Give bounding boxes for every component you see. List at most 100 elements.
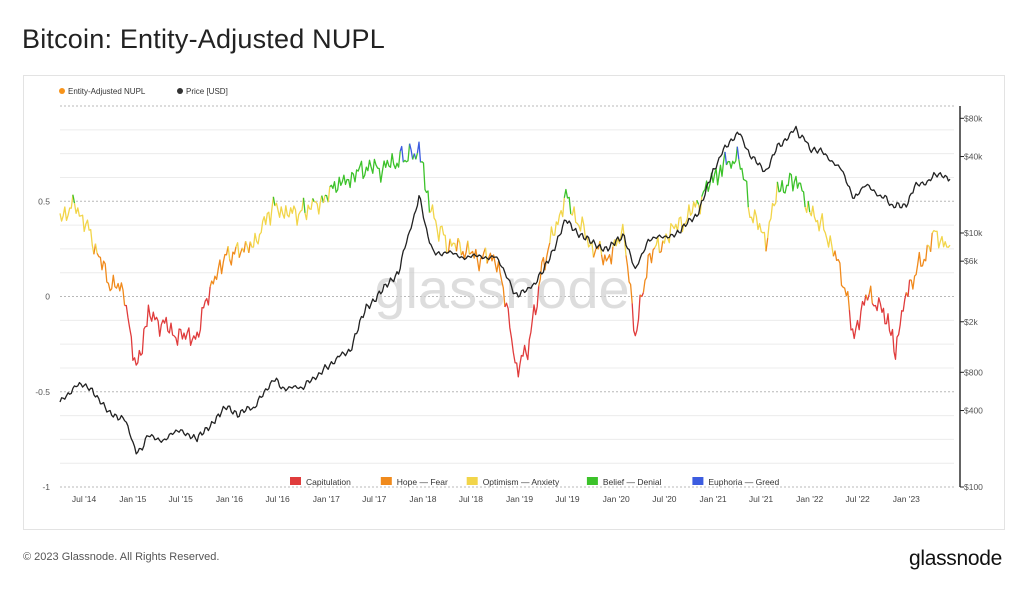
x-axis-ticks: Jul '14 Jan '15 Jul '15 Jan '16 Jul '16 Jan '… bbox=[72, 494, 920, 504]
legend-marker bbox=[177, 88, 183, 94]
right-axis-ticks: $80k $40k $10k $6k $2k $800 $400 $100 bbox=[960, 113, 983, 492]
legend-swatch bbox=[290, 477, 301, 485]
nupl-line-segment bbox=[238, 247, 244, 258]
x-tick-label: Jul '20 bbox=[652, 494, 677, 504]
price-line bbox=[59, 125, 951, 455]
legend-label: Hope — Fear bbox=[397, 477, 448, 487]
nupl-line-segment bbox=[227, 246, 231, 260]
nupl-line-segment bbox=[776, 172, 806, 208]
nupl-line-segment bbox=[701, 151, 726, 197]
nupl-line-segment bbox=[467, 240, 471, 255]
x-tick-label: Jan '20 bbox=[603, 494, 630, 504]
x-tick-label: Jan '16 bbox=[216, 494, 243, 504]
x-tick-label: Jul '15 bbox=[169, 494, 194, 504]
nupl-line-segment bbox=[408, 143, 414, 160]
legend-label: Capitulation bbox=[306, 477, 351, 487]
nupl-line-segment bbox=[468, 247, 487, 272]
right-tick-label: $2k bbox=[964, 317, 978, 327]
legend-bottom: Capitulation Hope — Fear Optimism — Anxiet… bbox=[290, 477, 780, 487]
nupl-line-segment bbox=[327, 186, 331, 203]
nupl-line-segment bbox=[124, 286, 211, 366]
glassnode-logo: glassnode bbox=[908, 547, 1002, 570]
x-tick-label: Jan '17 bbox=[313, 494, 340, 504]
nupl-line-segment bbox=[926, 244, 932, 252]
legend-label: Belief — Denial bbox=[603, 477, 662, 487]
nupl-line-segment bbox=[449, 238, 458, 252]
right-tick-label: $6k bbox=[964, 256, 978, 266]
nupl-line-segment bbox=[871, 292, 907, 360]
nupl-line-segment bbox=[767, 181, 779, 239]
nupl-line-segment bbox=[909, 244, 928, 290]
nupl-line-segment bbox=[59, 194, 74, 222]
nupl-line-segment bbox=[804, 200, 809, 214]
nupl-line-segment bbox=[73, 203, 95, 255]
x-tick-label: Jul '19 bbox=[555, 494, 580, 504]
nupl-line-segment bbox=[235, 242, 240, 258]
nupl-line-segment bbox=[747, 207, 767, 252]
nupl-line-segment bbox=[538, 242, 551, 287]
nupl-line-segment bbox=[209, 246, 229, 288]
nupl-line-segment bbox=[399, 145, 404, 163]
legend-swatch bbox=[692, 477, 704, 485]
nupl-line-segment bbox=[312, 198, 315, 203]
legend-label: Euphoria — Greed bbox=[708, 477, 779, 487]
nupl-line-segment bbox=[322, 195, 326, 204]
left-tick-label: -1 bbox=[42, 482, 50, 492]
legend-swatch bbox=[586, 477, 598, 485]
nupl-line-segment bbox=[249, 196, 275, 248]
nupl-line-segment bbox=[641, 292, 645, 298]
right-tick-label: $400 bbox=[964, 406, 983, 416]
nupl-line-segment bbox=[832, 250, 851, 311]
nupl-line-segment bbox=[765, 238, 769, 252]
nupl-line-segment bbox=[866, 294, 870, 301]
legend-label: Optimism — Anxiety bbox=[483, 477, 560, 487]
right-tick-label: $100 bbox=[964, 482, 983, 492]
nupl-line-segment bbox=[563, 188, 572, 215]
x-tick-label: Jul '18 bbox=[459, 494, 484, 504]
nupl-line-segment bbox=[809, 205, 835, 257]
nupl-line-segment bbox=[304, 198, 314, 221]
nupl-line-segment bbox=[868, 285, 873, 304]
x-tick-label: Jan '21 bbox=[700, 494, 727, 504]
nupl-line-segment bbox=[302, 197, 306, 213]
x-tick-label: Jul '16 bbox=[265, 494, 290, 504]
nupl-line-segment bbox=[457, 237, 462, 256]
legend-label: Entity-Adjusted NUPL bbox=[68, 87, 146, 96]
nupl-line-segment bbox=[94, 243, 98, 254]
x-tick-label: Jul '21 bbox=[749, 494, 774, 504]
nupl-line-segment bbox=[243, 241, 247, 253]
nupl-line-segment bbox=[484, 247, 488, 264]
nupl-line-segment bbox=[415, 152, 419, 160]
right-tick-label: $80k bbox=[964, 113, 983, 123]
nupl-line-segment bbox=[329, 151, 401, 193]
nupl-line-segment bbox=[229, 246, 237, 266]
nupl-line-segment bbox=[696, 199, 700, 205]
nupl-line-segment bbox=[549, 197, 565, 243]
legend-swatch bbox=[466, 477, 478, 485]
left-tick-label: 0.5 bbox=[38, 196, 50, 206]
nupl-line-segment bbox=[654, 236, 661, 253]
nupl-line-segment bbox=[570, 206, 595, 258]
nupl-chart: glassnode 0.50-0.5-1 $80k$40k$10k$6k$2k$… bbox=[35, 87, 983, 504]
grid-lines bbox=[60, 105, 954, 488]
nupl-line-segment bbox=[486, 252, 506, 308]
legend-swatch bbox=[380, 477, 392, 485]
nupl-line-segment bbox=[402, 143, 411, 163]
right-tick-label: $10k bbox=[964, 228, 983, 238]
nupl-line-segment bbox=[274, 197, 305, 226]
copyright-text: © 2023 Glassnode. All Rights Reserved. bbox=[23, 551, 220, 563]
nupl-line-segment bbox=[725, 146, 738, 169]
nupl-line-segment bbox=[420, 161, 431, 213]
nupl-line-segment bbox=[416, 141, 422, 163]
right-tick-label: $800 bbox=[964, 367, 983, 377]
nupl-line-segment bbox=[272, 196, 276, 207]
chart-container: glassnode 0.5 0 -0.5 -1 $80k $40k $10k $6k $2k $… bbox=[23, 75, 1005, 530]
x-tick-label: Jan '22 bbox=[796, 494, 823, 504]
x-tick-label: Jul '22 bbox=[845, 494, 870, 504]
nupl-line-segment bbox=[659, 240, 664, 254]
nupl-line-segment bbox=[96, 253, 126, 306]
nupl-line-segment bbox=[736, 146, 740, 160]
left-axis-ticks: 0.5 0 -0.5 -1 bbox=[35, 196, 50, 492]
nupl-line-segment bbox=[600, 246, 614, 266]
x-tick-label: Jul '17 bbox=[362, 494, 387, 504]
